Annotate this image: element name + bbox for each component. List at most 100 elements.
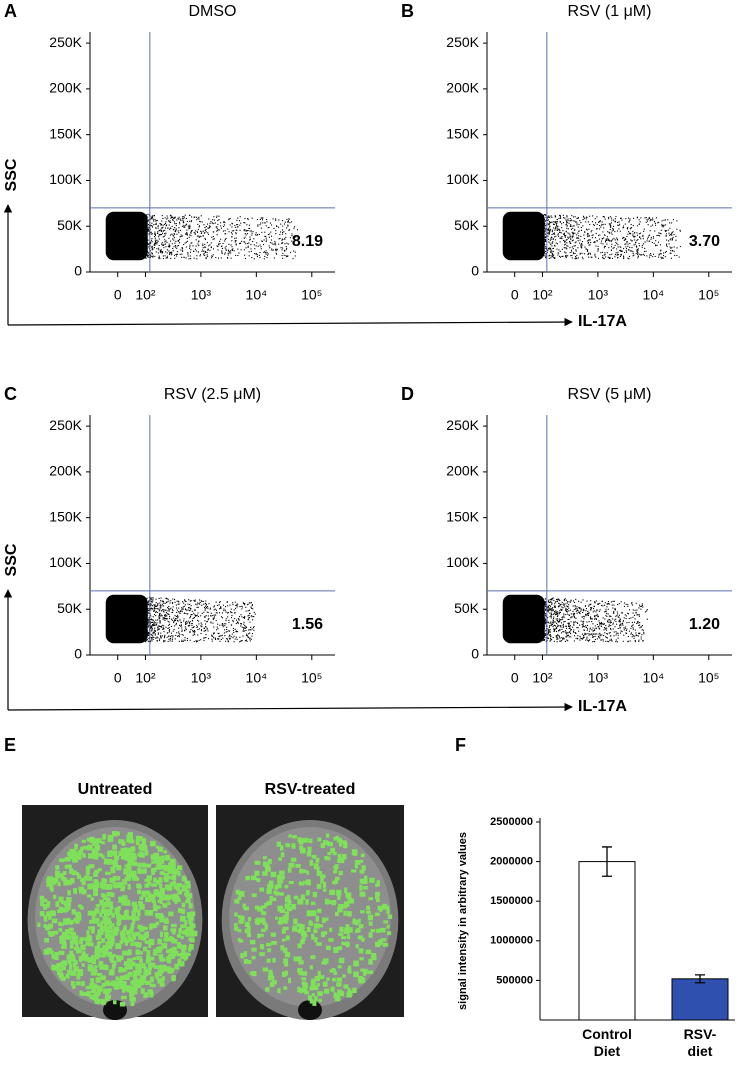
event-dot (612, 225, 615, 227)
signal-speck (81, 839, 86, 843)
event-dot (251, 234, 253, 236)
event-dot (250, 602, 252, 604)
event-dot (287, 220, 290, 222)
signal-speck (167, 901, 171, 905)
event-dot (563, 616, 565, 619)
event-dot (194, 609, 196, 611)
event-dot (198, 225, 201, 227)
signal-speck (157, 846, 163, 852)
signal-speck (322, 881, 327, 888)
event-dot (565, 636, 567, 638)
event-dot (556, 611, 558, 613)
event-dot (246, 224, 248, 226)
event-dot (547, 232, 549, 234)
event-dot (194, 609, 196, 611)
event-dot (144, 226, 146, 228)
signal-speck (341, 936, 347, 940)
event-dot (566, 609, 568, 611)
event-dot (183, 605, 185, 607)
event-dot (150, 597, 152, 600)
event-dot (671, 234, 673, 236)
event-dot (593, 608, 595, 610)
event-dot (562, 631, 564, 633)
event-dot (542, 602, 544, 605)
event-dot (559, 241, 561, 243)
signal-speck (303, 869, 307, 873)
event-dot (646, 610, 648, 612)
signal-speck (59, 950, 65, 955)
event-dot (203, 224, 205, 226)
event-dot (255, 253, 257, 255)
signal-speck (158, 913, 164, 919)
signal-speck (262, 861, 269, 867)
event-dot (594, 638, 596, 641)
event-dot (607, 256, 609, 258)
event-dot (177, 600, 179, 602)
event-dot (567, 237, 570, 239)
event-dot (152, 608, 154, 610)
event-dot (594, 633, 596, 635)
event-dot (203, 611, 205, 613)
event-dot (205, 626, 207, 628)
signal-speck (267, 975, 273, 981)
event-dot (154, 609, 156, 611)
signal-speck (251, 893, 257, 897)
event-dot (614, 256, 616, 258)
signal-speck (77, 904, 83, 908)
event-dot (607, 240, 609, 242)
event-dot (636, 249, 638, 251)
event-dot (154, 624, 156, 626)
event-dot (229, 638, 231, 640)
event-dot (660, 256, 662, 258)
y-tick-label: 100K (446, 171, 479, 187)
event-dot (146, 630, 148, 632)
event-dot (185, 613, 187, 615)
event-dot (165, 617, 167, 620)
event-dot (618, 620, 620, 622)
x-tick-label: 0 (114, 287, 122, 303)
event-dot (594, 240, 596, 243)
event-dot (160, 636, 162, 638)
event-dot (172, 234, 174, 236)
signal-speck (100, 938, 105, 943)
event-dot (172, 635, 174, 637)
event-dot (658, 256, 660, 258)
signal-speck (178, 928, 182, 934)
event-dot (202, 235, 204, 237)
signal-speck (110, 866, 116, 872)
event-dot (218, 608, 221, 610)
event-dot (568, 625, 570, 627)
event-dot (544, 220, 547, 222)
signal-speck (111, 831, 118, 837)
event-dot (620, 253, 622, 255)
event-dot (206, 611, 208, 613)
event-dot (618, 224, 620, 227)
event-dot (590, 608, 592, 611)
signal-speck (70, 981, 75, 987)
event-dot (147, 242, 149, 244)
event-dot (564, 630, 567, 632)
signal-speck (160, 919, 166, 923)
event-dot (210, 615, 212, 617)
signal-speck (376, 880, 380, 887)
event-dot (293, 250, 295, 252)
signal-speck (147, 909, 154, 916)
signal-speck (147, 989, 153, 994)
event-dot (556, 636, 558, 638)
event-dot (241, 608, 243, 610)
event-dot (545, 247, 547, 250)
event-dot (543, 241, 545, 243)
event-dot (295, 236, 297, 238)
event-dot (159, 250, 161, 252)
event-dot (240, 605, 242, 607)
event-dot (212, 622, 214, 624)
event-dot (168, 617, 171, 619)
event-dot (204, 254, 206, 256)
event-dot (564, 603, 566, 605)
event-dot (631, 636, 633, 638)
event-dot (555, 222, 557, 224)
signal-speck (338, 870, 343, 876)
event-dot (602, 223, 604, 225)
event-dot (583, 634, 585, 636)
event-dot (189, 639, 191, 641)
